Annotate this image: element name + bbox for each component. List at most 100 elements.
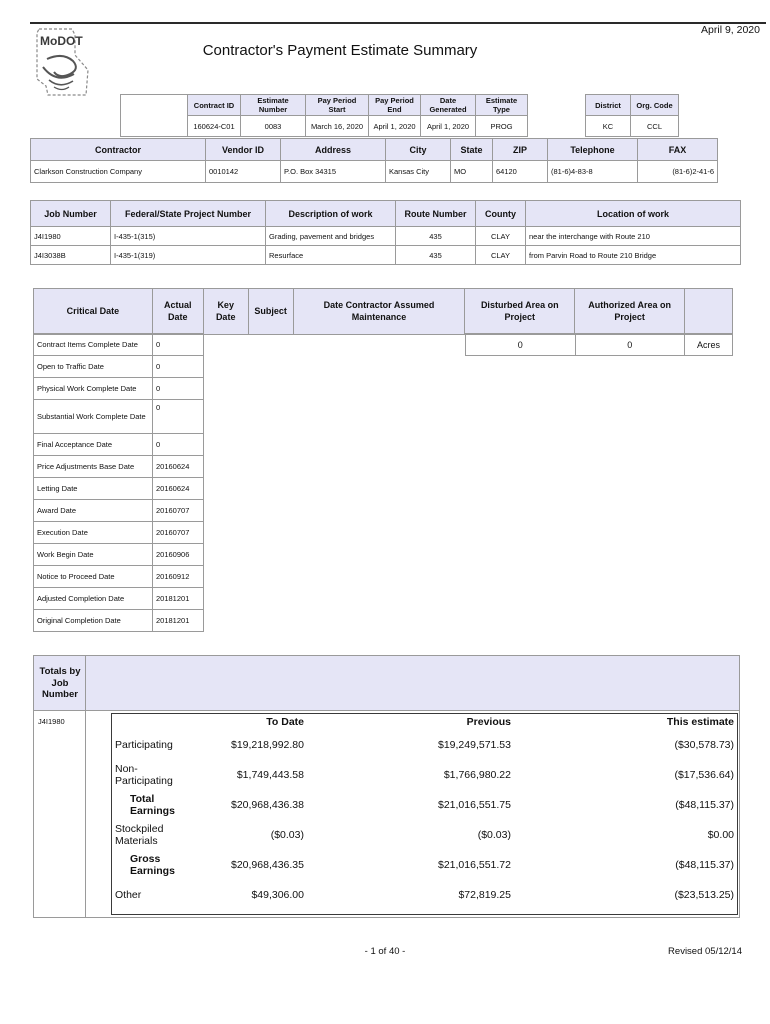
- critical-row-label: Final Acceptance Date: [33, 433, 153, 456]
- this-estimate-value: ($30,578.73): [514, 730, 737, 760]
- location: from Parvin Road to Route 210 Bridge: [525, 245, 741, 265]
- estimate-number-value: 0083: [240, 115, 306, 137]
- to-date-value: $20,968,436.35: [187, 850, 307, 880]
- missouri-outline-icon: MoDOT: [36, 28, 89, 96]
- totals-amounts-table: To Date Previous This estimate Participa…: [112, 714, 737, 910]
- col-estimate-number: Estimate Number: [240, 94, 306, 116]
- critical-row-value: 20160624: [152, 477, 204, 500]
- address: P.O. Box 34315: [280, 160, 386, 183]
- col-zip: ZIP: [492, 138, 548, 161]
- col-location: Location of work: [525, 200, 741, 227]
- vendor-id: 0010142: [205, 160, 281, 183]
- district-value: KC: [585, 115, 631, 137]
- critical-row-label: Original Completion Date: [33, 609, 153, 632]
- col-vendor-id: Vendor ID: [205, 138, 281, 161]
- this-estimate-value: ($48,115.37): [514, 790, 737, 820]
- totals-header-band: [34, 656, 739, 711]
- job-number: J4I1980: [30, 226, 111, 246]
- job-number: J4I3038B: [30, 245, 111, 265]
- totals-amounts-box: To Date Previous This estimate Participa…: [111, 713, 738, 915]
- job-row: J4I3038B I-435-1(319) Resurface 435 CLAY…: [30, 245, 741, 265]
- col-address: Address: [280, 138, 386, 161]
- col-county: County: [475, 200, 526, 227]
- totals-row: Participating $19,218,992.80 $19,249,571…: [112, 730, 737, 760]
- previous-value: ($0.03): [307, 820, 514, 850]
- description: Grading, pavement and bridges: [265, 226, 396, 246]
- pay-period-end-value: April 1, 2020: [368, 115, 421, 137]
- contract-id-value: 160624-C01: [187, 115, 241, 137]
- col-critical-date: Critical Date: [33, 288, 153, 335]
- col-city: City: [385, 138, 451, 161]
- description: Resurface: [265, 245, 396, 265]
- totals-row-label: Total Earnings: [112, 790, 187, 820]
- critical-row-value: 20160624: [152, 455, 204, 478]
- project-number: I-435-1(319): [110, 245, 266, 265]
- col-pay-period-end: Pay Period End: [368, 94, 421, 116]
- critical-row-label: Physical Work Complete Date: [33, 377, 153, 400]
- critical-row-value: 0: [152, 377, 204, 400]
- this-estimate-value: ($17,536.64): [514, 760, 737, 790]
- totals-row-label: Participating: [112, 730, 187, 760]
- critical-dates-section: Critical Date Actual Date Key Date Subje…: [33, 288, 733, 632]
- district-table: District Org. Code KC CCL: [585, 94, 679, 137]
- col-state: State: [450, 138, 493, 161]
- this-estimate-value: ($23,513.25): [514, 880, 737, 910]
- estimate-header-table: Contract ID Estimate Number Pay Period S…: [120, 94, 528, 137]
- col-description: Description of work: [265, 200, 396, 227]
- previous-value: $21,016,551.72: [307, 850, 514, 880]
- location: near the interchange with Route 210: [525, 226, 741, 246]
- col-org-code: Org. Code: [630, 94, 679, 116]
- col-project-number: Federal/State Project Number: [110, 200, 266, 227]
- zip: 64120: [492, 160, 548, 183]
- critical-row-value: 20160906: [152, 543, 204, 566]
- previous-value: $21,016,551.75: [307, 790, 514, 820]
- totals-label-col: [112, 714, 187, 730]
- critical-row-label: Open to Traffic Date: [33, 355, 153, 378]
- totals-row-label: Non-Participating: [112, 760, 187, 790]
- contractor-table: Contractor Vendor ID Address City State …: [30, 138, 718, 183]
- page-number: - 1 of 40 -: [364, 946, 406, 957]
- project-number: I-435-1(315): [110, 226, 266, 246]
- critical-row-label: Adjusted Completion Date: [33, 587, 153, 610]
- critical-dates-table: Contract Items Complete Date 0 Open to Tr…: [33, 333, 204, 632]
- col-assumed-maintenance: Date Contractor Assumed Maintenance: [292, 288, 466, 335]
- authorized-area-value: 0: [574, 333, 686, 356]
- job-row: J4I1980 I-435-1(315) Grading, pavement a…: [30, 226, 741, 246]
- to-date-value: $49,306.00: [187, 880, 307, 910]
- route-number: 435: [395, 245, 476, 265]
- report-date: April 9, 2020: [701, 24, 760, 36]
- logo-text: MoDOT: [40, 34, 83, 48]
- estimate-header-empty-cell: [120, 94, 188, 137]
- jobs-table: Job Number Federal/State Project Number …: [30, 200, 741, 265]
- col-job-number: Job Number: [30, 200, 111, 227]
- col-this-estimate: This estimate: [514, 714, 737, 730]
- critical-header-row: Critical Date Actual Date Key Date Subje…: [33, 288, 733, 335]
- critical-row-label: Substantial Work Complete Date: [33, 399, 153, 434]
- totals-row: Gross Earnings $20,968,436.35 $21,016,55…: [112, 850, 737, 880]
- critical-row-value: 0: [152, 333, 204, 356]
- totals-row: Stockpiled Materials ($0.03) ($0.03) $0.…: [112, 820, 737, 850]
- pay-period-start-value: March 16, 2020: [305, 115, 369, 137]
- col-actual-date: Actual Date: [151, 288, 204, 335]
- col-fax: FAX: [637, 138, 718, 161]
- col-pay-period-start: Pay Period Start: [305, 94, 369, 116]
- critical-row-label: Award Date: [33, 499, 153, 522]
- area-unit: Acres: [684, 333, 733, 356]
- critical-row-value: 20160912: [152, 565, 204, 588]
- col-date-generated: Date Generated: [420, 94, 476, 116]
- area-values-row: 0 0 Acres: [465, 333, 733, 356]
- critical-row-value: 0: [152, 433, 204, 456]
- this-estimate-value: $0.00: [514, 820, 737, 850]
- to-date-value: $1,749,443.58: [187, 760, 307, 790]
- col-route-number: Route Number: [395, 200, 476, 227]
- to-date-value: ($0.03): [187, 820, 307, 850]
- top-rule: [30, 22, 766, 24]
- col-authorized-area: Authorized Area on Project: [574, 288, 686, 335]
- state: MO: [450, 160, 493, 183]
- previous-value: $19,249,571.53: [307, 730, 514, 760]
- county: CLAY: [475, 245, 526, 265]
- contractor-name: Clarkson Construction Company: [30, 160, 206, 183]
- col-estimate-type: Estimate Type: [475, 94, 528, 116]
- col-previous: Previous: [307, 714, 514, 730]
- totals-row: Other $49,306.00 $72,819.25 ($23,513.25): [112, 880, 737, 910]
